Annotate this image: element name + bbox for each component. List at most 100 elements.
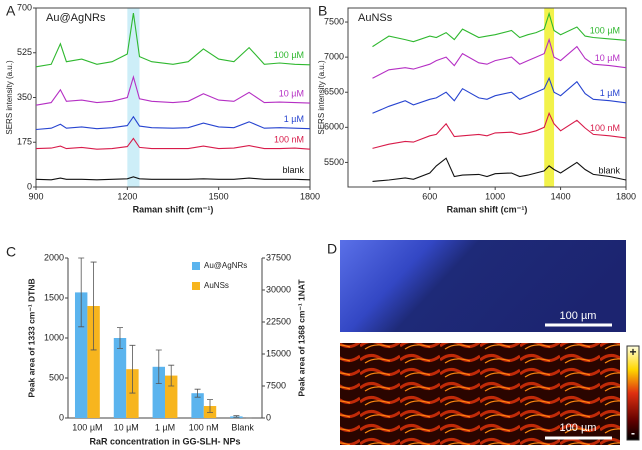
y-tick-label: 700 [17, 2, 32, 12]
error-bar [233, 415, 240, 418]
series-label: blank [282, 165, 304, 175]
bar [165, 375, 178, 418]
scale-bar-label: 100 µm [560, 422, 597, 434]
y2-tick-label: 0 [266, 412, 271, 422]
colorbar [626, 345, 640, 441]
bar [126, 369, 139, 418]
error-bar [78, 257, 85, 328]
x-tick-label: 600 [422, 191, 437, 201]
y2-tick-label: 30000 [266, 284, 291, 294]
y-tick-label: 6500 [324, 87, 344, 97]
x-tick-label: 100 µM [72, 422, 102, 432]
y-axis-label: SERS intensity (a.u.) [5, 60, 14, 135]
error-bar [207, 399, 214, 413]
x-tick-label: 100 nM [189, 422, 219, 432]
y-tick-label: 7000 [324, 52, 344, 62]
colorbar-max: + [629, 345, 636, 359]
y-tick-label: 0 [27, 181, 32, 191]
x-axis-label: Raman shift (cm⁻¹) [133, 204, 214, 214]
series-label: 100 nM [274, 135, 304, 145]
panel-label: D [327, 241, 337, 257]
series-label: 10 µM [595, 53, 620, 63]
spectrum [35, 75, 311, 106]
y-axis-label: SERS intensity (a.u.) [317, 60, 326, 135]
y-axis-label: Peak area of 1333 cm⁻¹ DTNB [26, 278, 36, 397]
y-tick-label: 175 [17, 137, 32, 147]
spectrum [35, 176, 311, 181]
panel-label: B [318, 3, 327, 19]
panel-label: A [6, 3, 16, 19]
y2-axis-label: Peak area of 1368 cm⁻¹ 1NAT [296, 279, 306, 397]
x-tick-label: 10 µM [114, 422, 139, 432]
series-label: 100 µM [590, 26, 620, 36]
x-tick-label: 1000 [485, 191, 505, 201]
chart-title: AuNSs [358, 12, 393, 24]
x-tick-label: 1500 [209, 191, 229, 201]
series-label: 100 nM [590, 123, 620, 133]
plot-frame [35, 7, 311, 188]
series-label: blank [598, 165, 620, 175]
panel-label: C [6, 244, 16, 260]
spectrum [35, 137, 311, 150]
chart-title: Au@AgNRs [46, 12, 106, 24]
series-label: 10 µM [279, 89, 304, 99]
bar [191, 393, 204, 418]
colorbar-min: - [631, 426, 635, 440]
x-axis-label: Raman shift (cm⁻¹) [447, 204, 528, 214]
spectrum [372, 76, 627, 114]
bar [87, 306, 100, 418]
x-tick-label: 1400 [551, 191, 571, 201]
x-tick-label: Blank [231, 422, 254, 432]
y-tick-label: 1000 [44, 332, 64, 342]
y2-tick-label: 37500 [266, 252, 291, 262]
y-tick-label: 500 [49, 372, 64, 382]
spectrum [372, 157, 627, 182]
bar [152, 366, 165, 418]
spectrum [35, 115, 311, 131]
raman-map [340, 343, 620, 445]
panel-d: D 100 µm 100 µm + - [327, 240, 640, 445]
spectrum [372, 37, 627, 79]
y-tick-label: 6000 [324, 122, 344, 132]
bar [113, 338, 127, 418]
y-tick-label: 5500 [324, 157, 344, 167]
x-tick-label: 1800 [300, 191, 320, 201]
legend-label: Au@AgNRs [204, 261, 247, 270]
spectrum [35, 13, 311, 68]
x-tick-label: 900 [28, 191, 43, 201]
error-bar [116, 327, 123, 349]
y-tick-label: 7500 [324, 16, 344, 26]
y2-tick-label: 22500 [266, 316, 291, 326]
plot-frame [347, 7, 627, 188]
y2-tick-label: 15000 [266, 348, 291, 358]
y-tick-label: 1500 [44, 292, 64, 302]
spectrum [372, 111, 627, 149]
legend-label: AuNSs [204, 281, 229, 290]
x-tick-label: 1200 [117, 191, 137, 201]
error-bar [155, 349, 162, 384]
error-bar [194, 388, 201, 398]
x-tick-label: 1800 [616, 191, 636, 201]
series-label: 1 µM [600, 88, 620, 98]
y2-tick-label: 7500 [266, 380, 286, 390]
error-bar [168, 364, 175, 387]
y-tick-label: 525 [17, 47, 32, 57]
series-label: 1 µM [284, 114, 304, 124]
series-label: 100 µM [274, 50, 304, 60]
legend-swatch [192, 282, 200, 290]
spectrum [372, 11, 627, 48]
y-tick-label: 350 [17, 92, 32, 102]
x-tick-label: 1 µM [155, 422, 175, 432]
error-bar [90, 261, 97, 351]
bar [74, 292, 88, 418]
highlight-band [127, 8, 140, 187]
y-tick-label: 2000 [44, 252, 64, 262]
y-tick-label: 0 [59, 412, 64, 422]
highlight-band [544, 8, 555, 187]
legend-swatch [192, 262, 200, 270]
scale-bar-label: 100 µm [560, 310, 597, 322]
error-bar [129, 344, 136, 394]
optical-image [340, 240, 626, 332]
